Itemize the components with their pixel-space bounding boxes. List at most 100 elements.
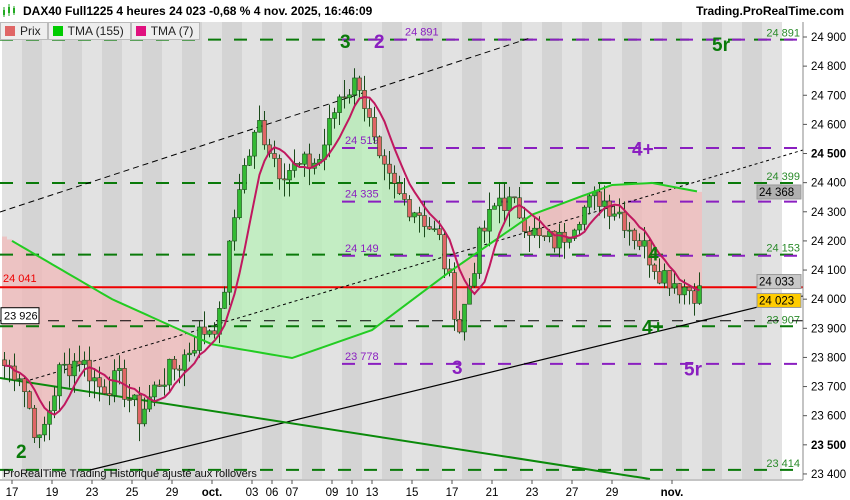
candle <box>532 227 537 236</box>
candle <box>17 378 22 381</box>
trend-fill <box>697 191 702 286</box>
candle <box>132 394 137 400</box>
day-stripe <box>702 22 722 479</box>
trend-fill <box>412 212 417 299</box>
x-tick-label: 17 <box>6 487 19 499</box>
candle <box>497 197 502 207</box>
candle <box>92 377 97 382</box>
candle <box>212 330 217 335</box>
candle <box>97 377 102 388</box>
trend-fill <box>32 254 37 438</box>
candle <box>552 230 557 249</box>
trend-fill <box>387 173 392 317</box>
trend-fill <box>182 331 187 355</box>
trend-fill <box>557 204 562 233</box>
y-tick-label: 24 600 <box>811 119 846 131</box>
x-tick-label: 03 <box>246 487 259 499</box>
candle <box>252 131 257 157</box>
trend-fill <box>512 197 517 227</box>
x-tick-label: oct. <box>202 487 222 499</box>
tma155-line[interactable] <box>11 181 698 360</box>
trend-fill <box>642 183 647 241</box>
trend-fill <box>457 264 462 332</box>
level-label: 24 153 <box>766 243 800 255</box>
x-tick-label: 17 <box>446 487 459 499</box>
x-tick-label: 29 <box>606 487 619 499</box>
legend-item[interactable]: TMA (155) <box>47 22 131 40</box>
candle <box>467 285 472 305</box>
y-tick-label: 24 300 <box>811 207 846 219</box>
wave-label: 2 <box>16 442 27 463</box>
trend-fill <box>172 327 177 370</box>
trend-fill <box>162 322 167 386</box>
candle <box>172 358 177 370</box>
candle <box>462 303 467 333</box>
candle <box>222 291 227 309</box>
day-stripe <box>602 22 622 479</box>
wave-label: 4 <box>648 245 659 266</box>
candle <box>352 77 357 96</box>
candle <box>612 213 617 217</box>
upper-trendline[interactable] <box>0 37 531 213</box>
trend-fill <box>52 265 57 396</box>
trend-fill <box>62 271 67 365</box>
price-axis[interactable] <box>803 22 850 500</box>
trend-fill <box>127 307 132 400</box>
trend-fill <box>492 205 497 241</box>
trend-fill <box>617 184 622 213</box>
x-tick-label: 23 <box>86 487 99 499</box>
price-badge-label: 24 368 <box>759 187 794 199</box>
candle <box>187 352 192 356</box>
candle <box>397 183 402 194</box>
black-level-label: 23 926 <box>4 311 38 323</box>
dotted-trendline[interactable] <box>29 149 804 381</box>
day-stripe <box>202 22 222 479</box>
trend-fill <box>37 256 42 435</box>
candle <box>587 195 592 208</box>
wave-label: 4+ <box>632 140 654 161</box>
candle <box>167 358 172 386</box>
x-tick-label: 10 <box>346 487 359 499</box>
trend-fill <box>467 257 472 287</box>
trend-fill <box>302 153 307 354</box>
time-axis[interactable] <box>0 480 850 500</box>
trend-fill <box>397 193 402 310</box>
candle <box>372 117 377 138</box>
wave-label: 5r <box>712 35 731 56</box>
tma7-line[interactable] <box>4 95 700 416</box>
candle <box>177 368 182 371</box>
day-stripe <box>82 22 102 479</box>
trend-fill <box>672 187 677 284</box>
price-badge-label: 24 023 <box>759 295 794 307</box>
candle <box>697 285 702 304</box>
legend-item[interactable]: TMA (7) <box>130 22 201 40</box>
candle <box>192 350 197 354</box>
trend-fill <box>377 155 382 325</box>
candle <box>427 226 432 230</box>
price-badge <box>756 292 802 308</box>
y-tick-label: 24 400 <box>811 178 846 190</box>
legend-item[interactable]: Prix <box>0 22 48 40</box>
trend-fill <box>232 217 237 349</box>
y-tick-label: 24 900 <box>811 32 846 44</box>
site-link[interactable]: Trading.ProRealTime.com <box>696 4 844 18</box>
candle <box>162 384 167 387</box>
y-tick-label: 23 800 <box>811 352 846 364</box>
trend-fill <box>112 300 117 371</box>
trend-fill <box>157 320 162 387</box>
candle <box>457 319 462 333</box>
x-tick-label: 29 <box>166 487 179 499</box>
trend-fill <box>117 302 122 369</box>
trend-fill <box>462 261 467 305</box>
trend-fill <box>567 200 572 239</box>
candle <box>672 283 677 289</box>
trend-fill <box>147 316 152 397</box>
candle <box>662 270 667 284</box>
support-trendline[interactable] <box>89 295 804 471</box>
candle <box>342 96 347 99</box>
candle <box>412 212 417 218</box>
candle <box>472 273 477 287</box>
candle <box>502 197 507 211</box>
candle <box>37 434 42 438</box>
